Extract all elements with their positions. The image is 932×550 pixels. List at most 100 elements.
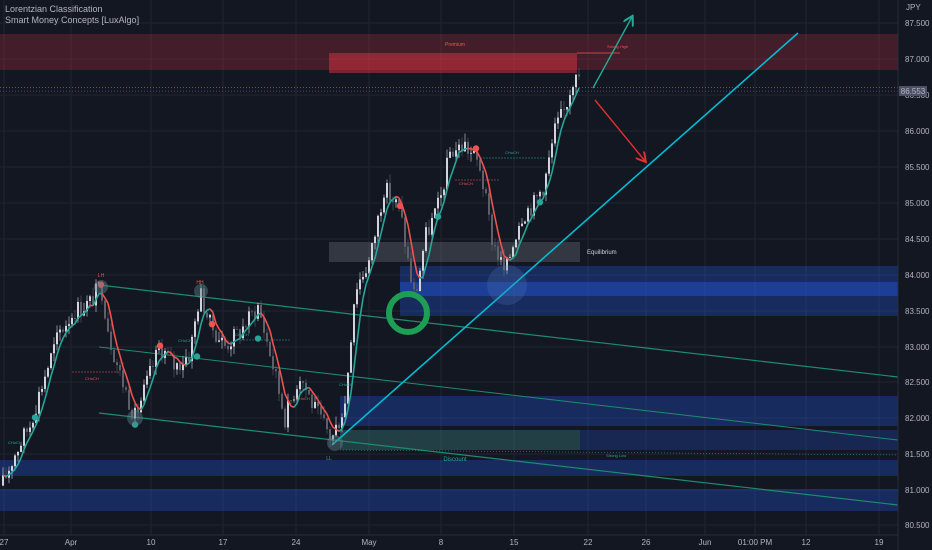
candle-body bbox=[260, 305, 262, 318]
kernel-ma-segment bbox=[122, 366, 127, 376]
kernel-ma-segment bbox=[116, 345, 121, 357]
candle-body bbox=[104, 300, 106, 319]
kernel-ma-segment bbox=[302, 387, 307, 392]
candle-body bbox=[257, 305, 259, 319]
equilibrium-zone bbox=[329, 242, 580, 262]
time-tick-label: 01:00 PM bbox=[738, 538, 773, 547]
swing-highlight bbox=[487, 265, 527, 305]
candle-body bbox=[17, 451, 19, 456]
last-price-value: 86.553 bbox=[901, 87, 926, 96]
kernel-ma-segment bbox=[134, 402, 139, 409]
kernel-ma-segment bbox=[440, 201, 445, 212]
price-tick-label: 80.500 bbox=[905, 521, 930, 530]
candle-body bbox=[2, 475, 4, 486]
candle-body bbox=[38, 391, 40, 414]
kernel-ma-segment bbox=[509, 257, 514, 262]
signal-dot bbox=[193, 353, 201, 360]
candle-body bbox=[320, 406, 322, 415]
kernel-ma-segment bbox=[263, 316, 268, 324]
candle-body bbox=[371, 243, 373, 261]
kernel-ma-segment bbox=[224, 338, 229, 344]
demand-block bbox=[580, 430, 898, 450]
kernel-ma-segment bbox=[86, 304, 91, 311]
signal-dot bbox=[254, 335, 262, 342]
kernel-ma-segment bbox=[488, 185, 493, 203]
kernel-ma-segment bbox=[20, 449, 25, 459]
kernel-ma-segment bbox=[53, 354, 58, 367]
candle-body bbox=[41, 388, 43, 392]
kernel-ma-segment bbox=[386, 201, 391, 210]
kernel-ma-segment bbox=[14, 463, 19, 470]
candle-body bbox=[527, 208, 529, 222]
price-tick-label: 81.500 bbox=[905, 450, 930, 459]
kernel-ma-segment bbox=[461, 148, 466, 152]
kernel-ma-segment bbox=[284, 393, 289, 401]
kernel-ma-segment bbox=[161, 353, 166, 359]
kernel-ma-segment bbox=[167, 350, 172, 354]
price-axis[interactable]: 87.50087.00086.50086.00085.50085.00084.5… bbox=[897, 0, 930, 550]
time-tick-label: 27 bbox=[0, 538, 9, 547]
kernel-ma-segment bbox=[347, 392, 352, 410]
kernel-ma-segment bbox=[173, 356, 178, 359]
candle-body bbox=[314, 402, 316, 409]
candle-body bbox=[545, 173, 547, 195]
kernel-ma-segment bbox=[146, 387, 151, 397]
kernel-ma-segment bbox=[17, 457, 22, 465]
kernel-ma-segment bbox=[506, 257, 511, 262]
candle-body bbox=[113, 349, 115, 363]
candle-body bbox=[299, 381, 301, 390]
candle-body bbox=[305, 382, 307, 391]
kernel-ma-segment bbox=[431, 227, 436, 241]
kernel-ma-segment bbox=[518, 238, 523, 246]
kernel-ma-segment bbox=[197, 323, 202, 338]
time-tick-label: 19 bbox=[875, 538, 884, 547]
time-tick-label: 17 bbox=[219, 538, 228, 547]
candle-body bbox=[14, 455, 16, 467]
candle-body bbox=[275, 369, 277, 372]
trend-lines bbox=[0, 32, 899, 506]
chart-annotations: Premium Equilibrium Discount Strong High… bbox=[8, 42, 628, 463]
kernel-ma-segment bbox=[206, 308, 211, 311]
candle-body bbox=[287, 400, 289, 428]
candle-body bbox=[476, 150, 478, 160]
kernel-ma-segment bbox=[257, 312, 262, 316]
kernel-ma-segment bbox=[362, 284, 367, 299]
candle-body bbox=[356, 289, 358, 305]
candle-body bbox=[383, 197, 385, 213]
candle-body bbox=[200, 288, 202, 312]
price-tick-label: 86.000 bbox=[905, 127, 930, 136]
indicator-name[interactable]: Smart Money Concepts [LuxAlgo] bbox=[5, 15, 140, 25]
candle-body bbox=[59, 329, 61, 333]
candle-body bbox=[23, 428, 25, 446]
currency-label: JPY bbox=[906, 3, 921, 12]
candle-body bbox=[566, 107, 568, 110]
candle-body bbox=[62, 329, 64, 332]
kernel-ma-segment bbox=[449, 169, 454, 179]
kernel-ma-segment bbox=[194, 337, 199, 349]
channel-line bbox=[98, 346, 899, 441]
candle-body bbox=[251, 311, 253, 313]
candle-body bbox=[470, 152, 472, 154]
kernel-ma-segment bbox=[2, 474, 7, 478]
kernel-ma-segment bbox=[59, 337, 64, 346]
candle-body bbox=[266, 332, 268, 342]
candle-body bbox=[452, 151, 454, 157]
kernel-ma-segment bbox=[308, 387, 313, 392]
signal-dot bbox=[536, 199, 544, 206]
candle-body bbox=[281, 393, 283, 409]
kernel-ma-segment bbox=[497, 231, 502, 245]
candle-body bbox=[326, 418, 328, 430]
candle-body bbox=[122, 370, 124, 388]
kernel-ma-segment bbox=[56, 345, 61, 356]
kernel-ma-segment bbox=[371, 257, 376, 267]
candle-body bbox=[302, 381, 304, 383]
candle-body bbox=[128, 389, 130, 410]
candle-body bbox=[503, 257, 505, 271]
kernel-ma-segment bbox=[563, 113, 568, 121]
kernel-ma-segment bbox=[443, 189, 448, 202]
kernel-ma-segment bbox=[569, 101, 574, 108]
candle-body bbox=[485, 189, 487, 194]
time-axis[interactable]: 27 Apr 10 17 24 May 8 15 22 26 Jun 01:00 PM 12 19 bbox=[0, 534, 898, 547]
indicator-name[interactable]: Lorentzian Classification bbox=[5, 4, 103, 14]
